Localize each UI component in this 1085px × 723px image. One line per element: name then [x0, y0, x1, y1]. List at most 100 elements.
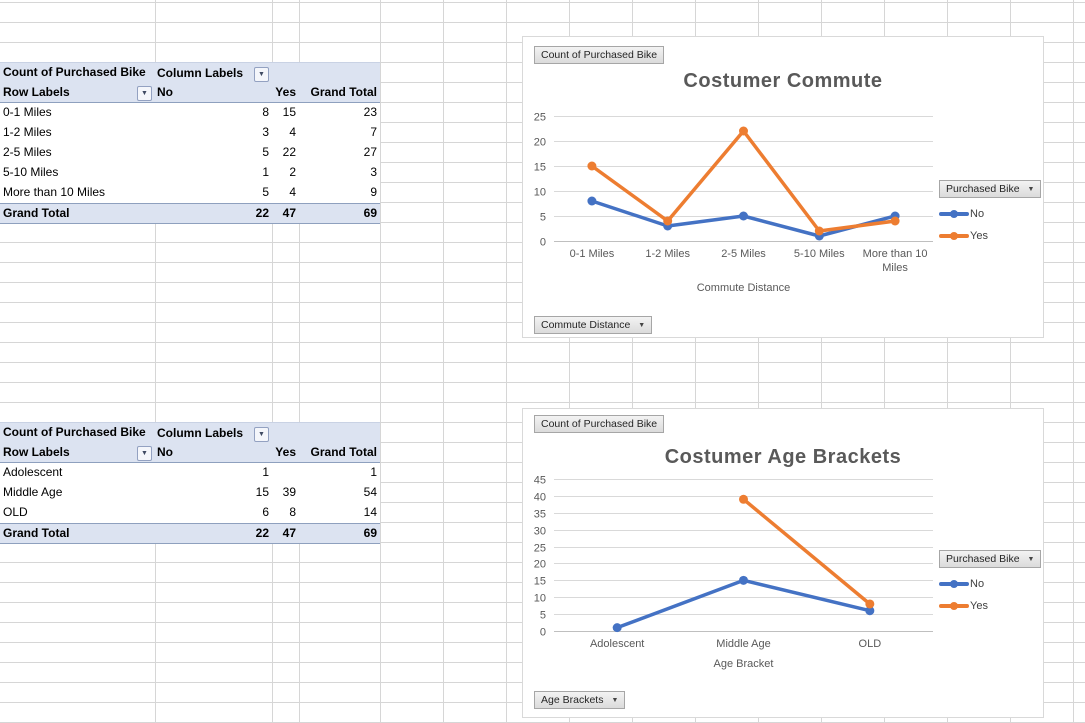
chart-title: Costumer Commute	[683, 70, 883, 92]
data-point-yes	[865, 599, 875, 609]
value-cell-grand-total: 14	[363, 505, 377, 519]
pivot-row: More than 10 Miles 5 4 9	[0, 183, 380, 203]
column-header-grand-total: Grand Total	[310, 85, 377, 99]
y-tick-label: 10	[534, 593, 546, 605]
pivot-table-age-brackets: Count of Purchased Bike Column Labels ▼ …	[0, 422, 380, 544]
value-cell-no: 1	[262, 165, 269, 179]
value-cell-yes: 4	[289, 185, 296, 199]
column-labels-cell: Column Labels ▼	[155, 63, 272, 83]
x-category-label: 2-5 Miles	[721, 248, 766, 260]
data-point-yes	[890, 216, 900, 226]
value-cell-no: 22	[255, 206, 269, 220]
data-point-yes	[814, 226, 824, 236]
value-cell-no: 1	[262, 465, 269, 479]
value-cell-yes	[272, 463, 299, 483]
legend-marker	[950, 601, 958, 610]
legend-item-no: No	[939, 207, 1041, 220]
axis-field-label: Age Brackets	[541, 694, 604, 706]
chevron-down-icon: ▼	[258, 70, 265, 78]
column-header-grand-total: Grand Total	[310, 445, 377, 459]
column-labels-cell: Column Labels ▼	[155, 423, 272, 443]
spacer-cell	[272, 63, 299, 83]
pivot-row: 0-1 Miles 8 15 23	[0, 103, 380, 123]
legend-label: No	[970, 577, 985, 590]
y-tick-label: 35	[534, 509, 546, 521]
plot-area: 0 5 10 15 20 25 0-1 Miles 1-2 Miles 2-5 Miles 5-1…	[534, 112, 933, 274]
value-cell-no: 15	[255, 485, 269, 499]
legend-line-sample	[939, 601, 969, 610]
column-labels-label: Column Labels	[157, 425, 244, 440]
chevron-down-icon: ▼	[611, 696, 619, 704]
y-tick-label: 5	[540, 212, 546, 224]
row-labels-filter-button[interactable]: ▼	[137, 86, 152, 101]
value-field-button[interactable]: Count of Purchased Bike	[534, 415, 665, 433]
chart-legend: Purchased Bike ▼ No Yes	[939, 549, 1042, 612]
x-category-label: Middle Age	[716, 638, 770, 650]
pivot-row: Middle Age 15 39 54	[0, 483, 380, 503]
value-cell-grand-total: 9	[370, 185, 377, 199]
row-label-cell: 2-5 Miles	[3, 145, 52, 159]
chevron-down-icon: ▼	[1027, 185, 1035, 193]
value-cell-yes: 8	[289, 505, 296, 519]
value-cell-grand-total: 69	[363, 526, 377, 540]
y-tick-label: 15	[534, 162, 546, 174]
legend-item-no: No	[939, 577, 1041, 590]
legend-marker	[950, 209, 958, 218]
row-labels-filter-button[interactable]: ▼	[137, 446, 152, 461]
chevron-down-icon: ▼	[1027, 555, 1035, 563]
spacer-cell	[299, 63, 380, 83]
legend-line-sample	[939, 579, 969, 588]
series-line-no	[615, 578, 872, 630]
legend-field-button[interactable]: Purchased Bike ▼	[939, 180, 1042, 198]
pivot-row: 2-5 Miles 5 22 27	[0, 143, 380, 163]
row-labels-label: Row Labels	[3, 85, 70, 99]
row-labels-cell: Row Labels ▼	[0, 443, 155, 462]
data-point-no	[739, 575, 748, 585]
data-point-yes	[739, 126, 748, 136]
value-cell-grand-total: 7	[370, 125, 377, 139]
value-cell-no: 8	[262, 105, 269, 119]
value-field-label: Count of Purchased Bike	[3, 65, 146, 79]
column-header-yes: Yes	[275, 445, 296, 459]
legend-item-yes: Yes	[939, 599, 1041, 612]
pivot-row: OLD 6 8 14	[0, 503, 380, 523]
chevron-down-icon: ▼	[258, 430, 265, 438]
row-label-cell: 1-2 Miles	[3, 125, 52, 139]
y-tick-label: 45	[534, 475, 546, 487]
pivot-header-row-1: Count of Purchased Bike Column Labels ▼	[0, 423, 380, 443]
row-label-cell: Grand Total	[3, 526, 70, 540]
pivot-header-row-2: Row Labels ▼ No Yes Grand Total	[0, 443, 380, 463]
value-cell-no: 5	[262, 145, 269, 159]
plot-area: 0 5 10 15 20 25 30 35 40 45 Adolescent Middle Age OL…	[534, 475, 933, 650]
axis-field-button[interactable]: Age Brackets ▼	[534, 691, 626, 709]
legend-field-button[interactable]: Purchased Bike ▼	[939, 550, 1042, 568]
legend-label: Yes	[970, 599, 988, 612]
data-point-yes	[739, 494, 748, 504]
pivot-table-commute: Count of Purchased Bike Column Labels ▼ …	[0, 62, 380, 224]
legend-field-label: Purchased Bike	[946, 183, 1020, 195]
x-category-label: OLD	[859, 638, 882, 650]
axis-field-button[interactable]: Commute Distance ▼	[534, 316, 653, 334]
value-cell-yes: 15	[282, 105, 296, 119]
column-header-no: No	[157, 445, 173, 459]
series-line-yes	[741, 497, 872, 606]
legend-field-label: Purchased Bike	[946, 553, 1020, 565]
pivot-row: 1-2 Miles 3 4 7	[0, 123, 380, 143]
value-cell-yes: 22	[282, 145, 296, 159]
column-header-no: No	[157, 85, 173, 99]
row-label-cell: 0-1 Miles	[3, 105, 52, 119]
chevron-down-icon: ▼	[141, 450, 148, 457]
pivot-chart-age-brackets: Count of Purchased Bike Costumer Age Bra…	[522, 408, 1044, 718]
data-point-no	[612, 623, 622, 633]
pivot-grand-total-row: Grand Total 22 47 69	[0, 523, 380, 543]
legend-line-sample	[939, 209, 969, 218]
column-labels-filter-button[interactable]: ▼	[254, 426, 269, 442]
pivot-body: 0-1 Miles 8 15 23 1-2 Miles 3 4 7 2-5 Miles 5 22 27…	[0, 103, 380, 223]
legend-line-sample	[939, 231, 969, 240]
value-field-button[interactable]: Count of Purchased Bike	[534, 46, 665, 64]
column-labels-filter-button[interactable]: ▼	[254, 66, 269, 82]
axis-field-label: Commute Distance	[541, 319, 631, 331]
y-tick-label: 25	[534, 112, 546, 124]
row-label-cell: Adolescent	[3, 465, 63, 479]
